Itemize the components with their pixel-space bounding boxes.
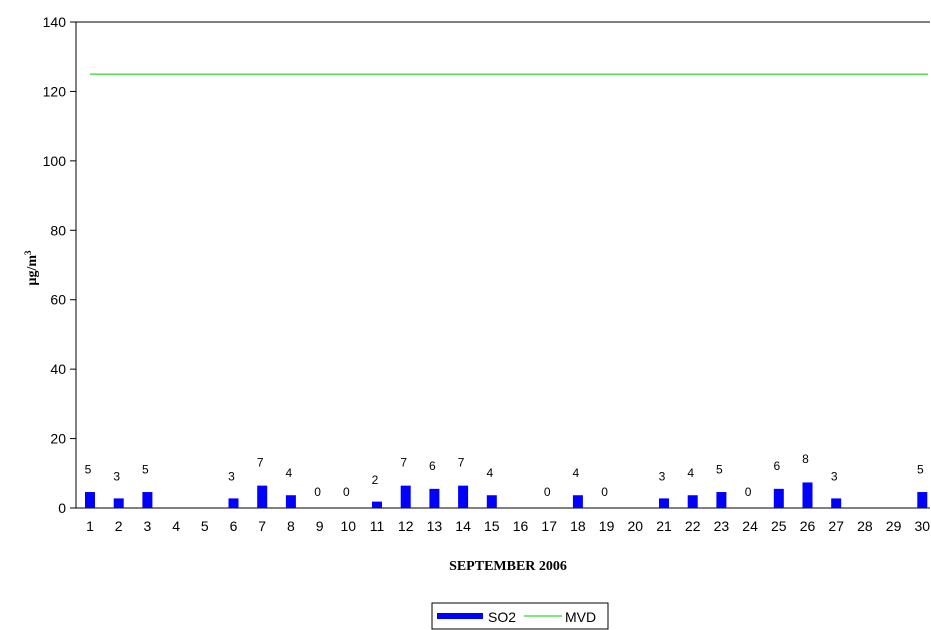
x-tick-label: 26: [800, 518, 816, 534]
bar: [917, 492, 928, 508]
x-tick-label: 24: [742, 518, 758, 534]
bar: [831, 498, 842, 508]
bar: [113, 498, 124, 508]
legend-label-so2: SO2: [488, 609, 516, 625]
bar: [142, 492, 153, 508]
data-label: 8: [802, 452, 809, 466]
data-label: 0: [343, 485, 350, 499]
bar: [228, 498, 239, 508]
x-tick-label: 19: [599, 518, 615, 534]
y-tick-label: 20: [50, 431, 66, 447]
y-tick-label: 0: [58, 500, 66, 516]
bar: [572, 495, 583, 508]
data-label: 5: [716, 463, 723, 477]
y-tick-label: 80: [50, 222, 66, 238]
data-label: 4: [286, 466, 293, 480]
x-axis-title: SEPTEMBER 2006: [449, 559, 567, 574]
x-tick-label: 1: [86, 518, 94, 534]
x-tick-label: 14: [455, 518, 471, 534]
data-label: 4: [573, 466, 580, 480]
x-tick-label: 30: [915, 518, 931, 534]
x-tick-label: 6: [230, 518, 238, 534]
x-tick-label: 27: [828, 518, 844, 534]
y-ticks: 0 20 40 60 80 100 120 140: [43, 14, 76, 516]
y-axis-title-main: µg/m: [25, 255, 40, 286]
bar: [285, 495, 296, 508]
data-label: 3: [659, 470, 666, 484]
data-label: 3: [831, 470, 838, 484]
x-tick-label: 20: [628, 518, 644, 534]
x-tick-label: 16: [513, 518, 529, 534]
data-label: 7: [458, 456, 465, 470]
bar: [85, 492, 95, 508]
bar: [400, 485, 411, 508]
x-tick-label: 18: [570, 518, 586, 534]
x-tick-label: 7: [258, 518, 266, 534]
data-labels: 5 3 5 3 7 4 0 0 2 7 6 7 4 0 4 0 3 4 5 0 6 8 3 5: [85, 452, 924, 499]
data-label: 0: [314, 485, 321, 499]
x-tick-label: 22: [685, 518, 701, 534]
bar: [429, 488, 440, 508]
x-tick-label: 28: [857, 518, 873, 534]
x-tick-label: 25: [771, 518, 787, 534]
data-label: 3: [113, 470, 120, 484]
x-tick-label: 10: [341, 518, 357, 534]
x-tick-label: 12: [398, 518, 414, 534]
x-tick-label: 5: [201, 518, 209, 534]
data-label: 4: [687, 466, 694, 480]
x-tick-label: 17: [541, 518, 557, 534]
bar: [687, 495, 698, 508]
bar: [458, 485, 469, 508]
y-tick-label: 100: [43, 153, 67, 169]
x-tick-label: 29: [886, 518, 902, 534]
bar: [486, 495, 497, 508]
legend: SO2 MVD: [431, 602, 609, 630]
x-tick-label: 2: [115, 518, 123, 534]
so2-bars: [85, 482, 928, 508]
x-tick-label: 3: [144, 518, 152, 534]
y-tick-label: 40: [50, 361, 66, 377]
data-label: 6: [429, 459, 436, 473]
x-tick-label: 13: [427, 518, 443, 534]
y-axis-title-sup: 3: [23, 250, 33, 255]
data-label: 6: [773, 459, 780, 473]
x-ticks: 1 2 3 4 5 6 7 8 9 10 11 12 13 14 15 16 17 18 19 20 21 22 23 24 2…: [86, 518, 930, 534]
y-tick-label: 120: [43, 83, 67, 99]
x-tick-label: 9: [316, 518, 324, 534]
data-label: 0: [544, 485, 551, 499]
bar: [257, 485, 268, 508]
bar: [716, 492, 727, 508]
data-label: 7: [257, 456, 264, 470]
data-label: 5: [142, 463, 149, 477]
data-label: 3: [228, 470, 235, 484]
x-tick-label: 21: [656, 518, 672, 534]
x-tick-label: 23: [714, 518, 730, 534]
legend-swatch-so2: [437, 613, 483, 619]
data-label: 7: [400, 456, 407, 470]
bar: [659, 498, 669, 508]
data-label: 5: [85, 463, 92, 477]
data-label: 0: [601, 485, 608, 499]
bar: [372, 501, 382, 508]
bar: [773, 488, 784, 508]
bar: [802, 482, 813, 508]
data-label: 5: [917, 463, 924, 477]
x-tick-label: 11: [370, 518, 385, 534]
x-tick-label: 8: [287, 518, 295, 534]
data-label: 0: [745, 485, 752, 499]
legend-label-mvd: MVD: [565, 609, 596, 625]
y-axis-title: µg/m3: [23, 250, 40, 286]
data-label: 2: [372, 473, 379, 487]
data-label: 4: [486, 466, 493, 480]
y-tick-label: 60: [50, 292, 66, 308]
y-tick-label: 140: [43, 14, 67, 30]
x-tick-label: 15: [484, 518, 500, 534]
x-tick-label: 4: [172, 518, 180, 534]
